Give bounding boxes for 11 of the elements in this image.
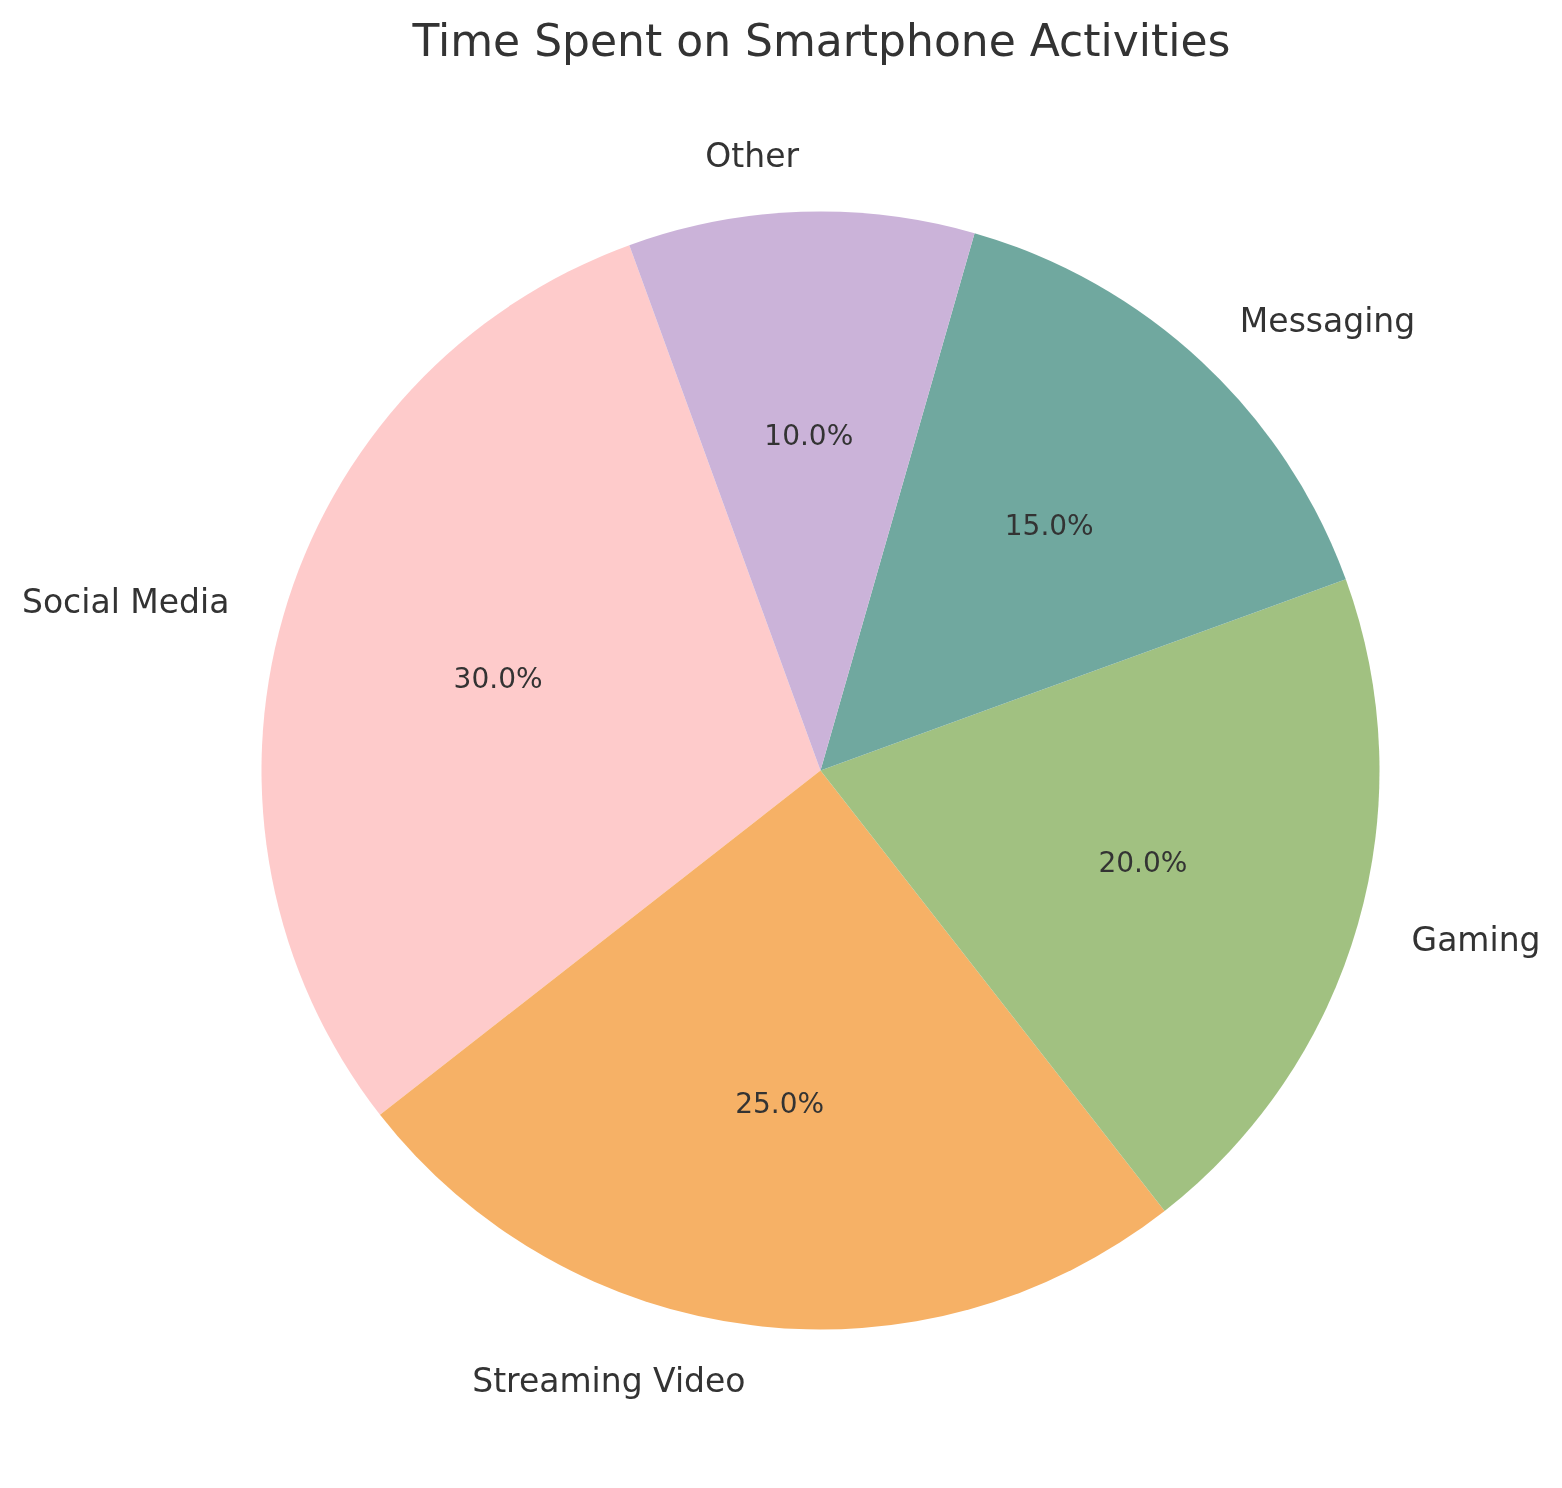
data-label: 10.0% [764,418,854,452]
slice-label: Other [705,136,800,176]
data-label: 20.0% [1098,846,1188,880]
data-label: 30.0% [453,661,543,695]
slice-label: Gaming [1411,920,1541,960]
slice-label: Social Media [21,581,230,621]
slice-label: Messaging [1239,301,1416,341]
slice-label: Streaming Video [472,1361,746,1401]
chart-title: Time Spent on Smartphone Activities [411,15,1231,66]
data-label: 25.0% [735,1086,825,1120]
data-label: 15.0% [1004,508,1094,542]
